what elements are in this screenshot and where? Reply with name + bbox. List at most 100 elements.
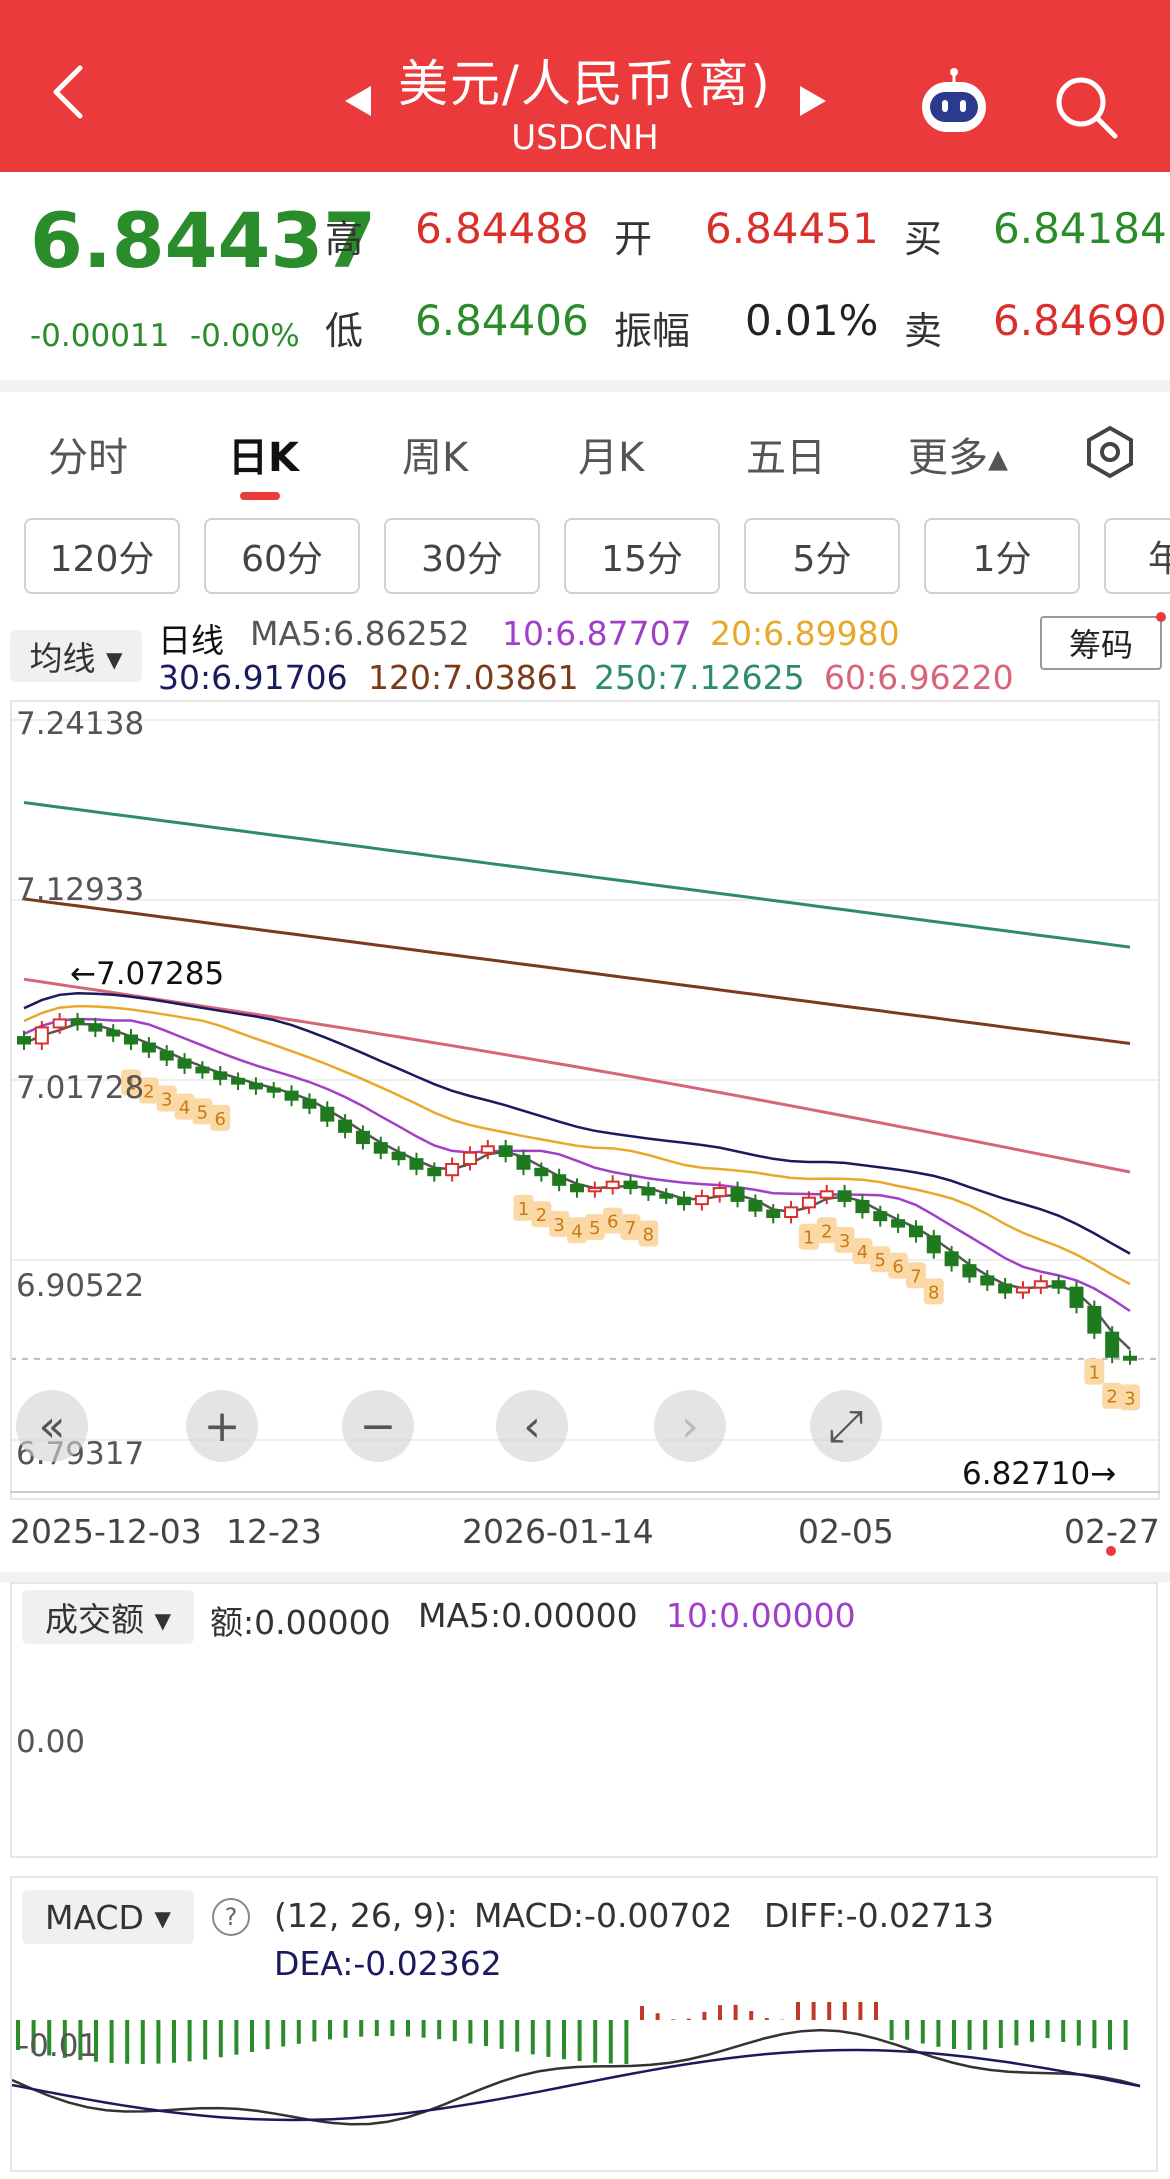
scroll-to-start-button[interactable]: « [16, 1390, 88, 1462]
price-change: -0.00011 [30, 318, 170, 354]
y-axis-label-2: 7.12933 [16, 872, 145, 908]
candle-body [980, 1275, 995, 1286]
zoom-out-button[interactable]: − [342, 1390, 414, 1462]
candle-body [908, 1225, 923, 1238]
volume-selector[interactable]: 成交额 ▾ [22, 1590, 194, 1644]
candle-body [891, 1219, 906, 1228]
prev-arrow-icon[interactable] [343, 84, 373, 118]
search-icon[interactable] [1053, 74, 1119, 140]
td-marker: 7 [620, 1214, 641, 1241]
macd-dea: DEA:-0.02362 [274, 1944, 502, 1983]
macd-selector[interactable]: MACD ▾ [22, 1890, 194, 1944]
td-marker: 6 [602, 1207, 623, 1234]
date-label-4: 02-05 [798, 1512, 894, 1551]
y-axis-label-3: 7.01728 [16, 1070, 145, 1106]
notification-dot [1156, 612, 1166, 622]
td-marker-bg [210, 1104, 231, 1131]
ma120-value: 120:7.03861 [368, 658, 579, 697]
zoom-in-button[interactable]: + [186, 1390, 258, 1462]
active-tab-indicator [240, 492, 280, 500]
candle-body [355, 1130, 370, 1145]
next-arrow-icon[interactable] [798, 84, 828, 118]
candle-body [427, 1167, 442, 1177]
chip-distribution-button[interactable]: 筹码 [1040, 616, 1162, 670]
fullscreen-button[interactable]: ⤢ [810, 1390, 882, 1462]
interval-1m[interactable]: 1分 [924, 518, 1080, 594]
candle-body [1087, 1305, 1102, 1334]
tab-intraday[interactable]: 分时 [48, 435, 128, 481]
ma5-value: MA5:6.86252 [250, 614, 470, 653]
td-marker-bg [1120, 1384, 1140, 1411]
candle-body [712, 1187, 727, 1198]
scroll-right-button[interactable]: › [654, 1390, 726, 1462]
td-marker: 5 [584, 1214, 605, 1241]
scroll-left-button[interactable]: ‹ [496, 1390, 568, 1462]
candle-body [338, 1119, 353, 1133]
td-marker: 7 [905, 1262, 926, 1289]
ma30-value: 30:6.91706 [158, 658, 348, 697]
dea-line [12, 2048, 1141, 2122]
ma60-value: 60:6.96220 [824, 658, 1014, 697]
td-marker-count: 1 [518, 1199, 529, 1220]
td-marker: 5 [870, 1246, 891, 1273]
tab-more[interactable]: 更多▴ [908, 435, 1009, 481]
td-marker-bg [798, 1223, 819, 1250]
interval-30m[interactable]: 30分 [384, 518, 540, 594]
y-axis-label-4: 6.90522 [16, 1268, 145, 1304]
robot-icon[interactable] [916, 66, 992, 136]
interval-year[interactable]: 年 [1104, 518, 1170, 594]
tab-daily-k[interactable]: 日K [228, 435, 299, 481]
tab-weekly-k[interactable]: 周K [402, 435, 469, 481]
candle-body [34, 1026, 49, 1045]
candle-body [1051, 1280, 1066, 1289]
candle-body [159, 1050, 174, 1061]
candle-body [445, 1162, 460, 1177]
top-bar: 美元/人民币(离) USDCNH [0, 0, 1170, 172]
interval-5m[interactable]: 5分 [744, 518, 900, 594]
td-marker-bg [121, 1069, 142, 1096]
ma-selector[interactable]: 均线 ▾ [10, 630, 142, 682]
macd-diff: DIFF:-0.02713 [764, 1896, 995, 1935]
candle-body [141, 1042, 156, 1053]
date-label-3: 2026-01-14 [462, 1512, 654, 1551]
candle-body [641, 1187, 656, 1196]
td-marker-count: 6 [214, 1109, 225, 1130]
open-label: 开 [614, 217, 653, 261]
td-marker-bg [638, 1220, 659, 1247]
ma30-line [23, 992, 1131, 1255]
td-marker-count: 3 [1124, 1388, 1135, 1409]
volume-ma5: MA5:0.00000 [418, 1596, 638, 1635]
td-marker-count: 5 [589, 1218, 600, 1239]
buy-value: 6.84184 [993, 204, 1167, 253]
last-price: 6.84437 [30, 196, 377, 285]
td-marker-count: 3 [839, 1231, 850, 1252]
candle-body [248, 1082, 263, 1090]
tab-five-day[interactable]: 五日 [746, 435, 826, 481]
open-value: 6.84451 [705, 204, 879, 253]
volume-ma10: 10:0.00000 [666, 1596, 856, 1635]
td-marker-bg [620, 1214, 641, 1241]
td-marker: 1 [513, 1194, 534, 1221]
ma20-line [23, 1004, 1131, 1286]
chart-border [10, 700, 1160, 1500]
help-icon[interactable]: ? [212, 1898, 250, 1936]
low-marker: 6.82710→ [962, 1456, 1117, 1492]
td-marker: 4 [852, 1238, 873, 1265]
candle-body [694, 1195, 709, 1206]
back-icon[interactable] [44, 62, 94, 122]
td-marker: 1 [1084, 1358, 1105, 1385]
td-marker: 3 [156, 1085, 177, 1112]
low-value: 6.84406 [415, 296, 589, 345]
candle-body [409, 1158, 424, 1170]
candle-body [391, 1151, 406, 1161]
tab-monthly-k[interactable]: 月K [578, 435, 645, 481]
td-marker-count: 5 [197, 1102, 208, 1123]
interval-120m[interactable]: 120分 [24, 518, 180, 594]
interval-15m[interactable]: 15分 [564, 518, 720, 594]
td-marker: 4 [174, 1093, 195, 1120]
settings-icon[interactable] [1082, 424, 1138, 480]
interval-60m[interactable]: 60分 [204, 518, 360, 594]
td-marker-count: 1 [803, 1228, 814, 1249]
